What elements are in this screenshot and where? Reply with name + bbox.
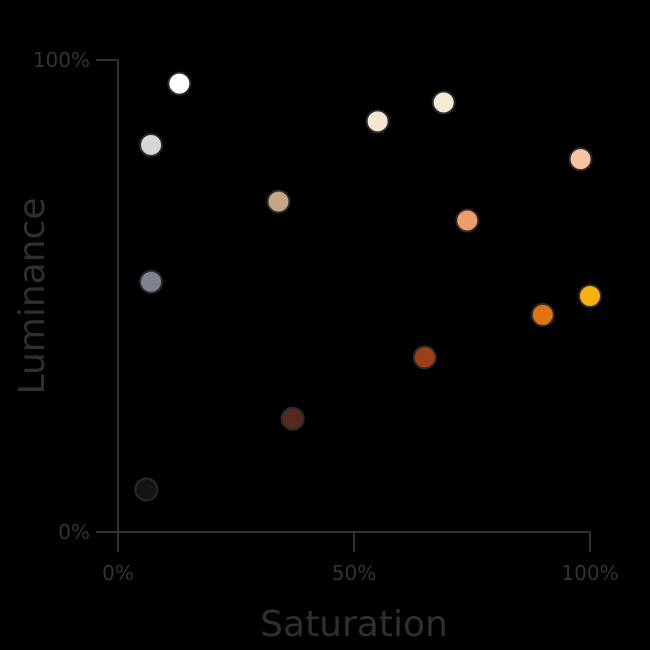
data-points — [134, 71, 602, 502]
data-point-5 — [280, 406, 305, 431]
y-tick-label-top: 100% — [33, 48, 90, 72]
data-point-2 — [139, 269, 164, 294]
data-point-9 — [412, 345, 437, 370]
data-point-11 — [530, 302, 555, 327]
y-axis-title: Luminance — [12, 198, 53, 395]
data-point-6 — [365, 109, 390, 134]
x-axis-title: Saturation — [260, 604, 448, 645]
x-tick-label-0: 0% — [102, 561, 134, 585]
data-point-4 — [266, 189, 291, 214]
data-point-8 — [455, 208, 480, 233]
data-point-7 — [431, 90, 456, 115]
data-point-12 — [578, 284, 602, 308]
data-point-10 — [568, 147, 593, 172]
data-point-3 — [134, 477, 159, 502]
x-tick-label-100: 100% — [561, 561, 618, 585]
x-tick-label-50: 50% — [332, 561, 376, 585]
y-tick-label-bottom: 0% — [58, 520, 90, 544]
data-point-0 — [167, 71, 192, 96]
data-point-1 — [139, 132, 164, 157]
